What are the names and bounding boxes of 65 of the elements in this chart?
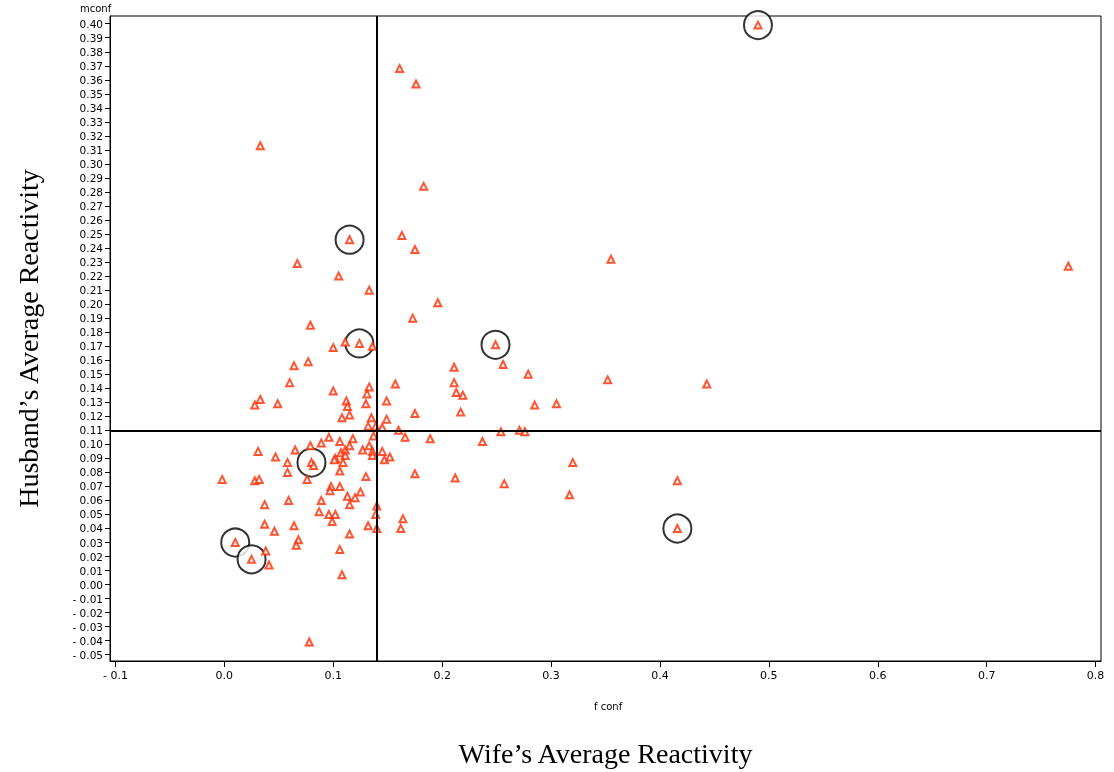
- y-tick-label: 0.30: [79, 157, 103, 170]
- y-tick-label: 0.40: [79, 17, 103, 30]
- y-tick-label: 0.03: [79, 536, 103, 549]
- y-tick-label: 0.34: [79, 101, 104, 114]
- y-tick-label: 0.19: [79, 312, 103, 325]
- y-tick-label: 0.29: [79, 171, 103, 184]
- y-tick-label: - 0.05: [72, 648, 103, 661]
- y-tick-label: 0.28: [79, 185, 103, 198]
- y-tick-label: 0.24: [79, 242, 104, 255]
- x-tick-label: 0.2: [433, 669, 451, 682]
- y-tick-label: 0.26: [79, 214, 104, 227]
- x-axis-title: Wife’s Average Reactivity: [458, 737, 753, 769]
- y-tick-label: 0.12: [79, 410, 103, 423]
- x-tick-label: 0.1: [324, 669, 342, 682]
- x-tick-label: 0.4: [651, 669, 669, 682]
- x-tick-label: 0.0: [215, 669, 234, 682]
- y-tick-label: 0.11: [79, 424, 103, 437]
- y-tick-label: 0.22: [79, 270, 103, 283]
- y-tick-label: 0.23: [79, 256, 103, 269]
- y-tick-label: - 0.04: [72, 634, 104, 647]
- x-tick-label: 0.5: [760, 669, 778, 682]
- y-tick-label: 0.38: [79, 45, 103, 58]
- y-tick-label: 0.06: [79, 494, 104, 507]
- text: mconf: [80, 2, 112, 14]
- y-tick-label: 0.08: [79, 466, 103, 479]
- y-tick-label: 0.09: [79, 452, 103, 465]
- y-tick-label: - 0.01: [72, 592, 103, 605]
- y-tick-label: 0.39: [79, 31, 103, 44]
- y-tick-label: 0.02: [79, 550, 103, 563]
- y-tick-label: 0.10: [79, 438, 103, 451]
- y-tick-label: 0.01: [79, 564, 103, 577]
- y-tick-label: 0.04: [79, 522, 104, 535]
- y-tick-label: 0.13: [79, 396, 103, 409]
- y-tick-label: 0.15: [79, 368, 103, 381]
- y-tick-label: 0.33: [79, 115, 103, 128]
- y-tick-label: 0.07: [79, 480, 103, 493]
- text: f conf: [594, 700, 623, 712]
- y-tick-label: 0.17: [79, 340, 103, 353]
- y-tick-label: - 0.03: [72, 620, 103, 633]
- x-tick-label: 0.7: [977, 669, 996, 682]
- x-tick-label: - 0.1: [102, 669, 128, 682]
- y-tick-label: 0.35: [79, 87, 103, 100]
- point: [334, 224, 365, 255]
- y-tick-label: 0.31: [79, 143, 103, 156]
- y-tick-label: 0.20: [79, 298, 103, 311]
- y-tick-label: 0.21: [79, 284, 103, 297]
- y-tick-label: 0.05: [79, 508, 103, 521]
- y-tick-label: 0.16: [79, 354, 104, 367]
- y-tick-label: 0.25: [79, 228, 103, 241]
- y-tick-label: 0.18: [79, 326, 103, 339]
- y-tick-label: 0.37: [79, 59, 103, 72]
- x-tick-label: 0.3: [542, 669, 560, 682]
- x-tick-label: 0.8: [1086, 669, 1105, 682]
- y-axis-title: Husband’s Average Reactivity: [12, 169, 44, 508]
- y-tick-label: - 0.02: [72, 606, 103, 619]
- y-tick-label: 0.32: [79, 129, 103, 142]
- point: [480, 329, 511, 360]
- point: [742, 10, 773, 41]
- point: [236, 544, 267, 575]
- y-tick-label: 0.14: [79, 382, 104, 395]
- y-tick-label: 0.00: [79, 578, 103, 591]
- x-tick-label: 0.6: [869, 669, 887, 682]
- y-tick-label: 0.36: [79, 73, 104, 86]
- y-tick-label: 0.27: [79, 199, 103, 212]
- point: [662, 513, 693, 544]
